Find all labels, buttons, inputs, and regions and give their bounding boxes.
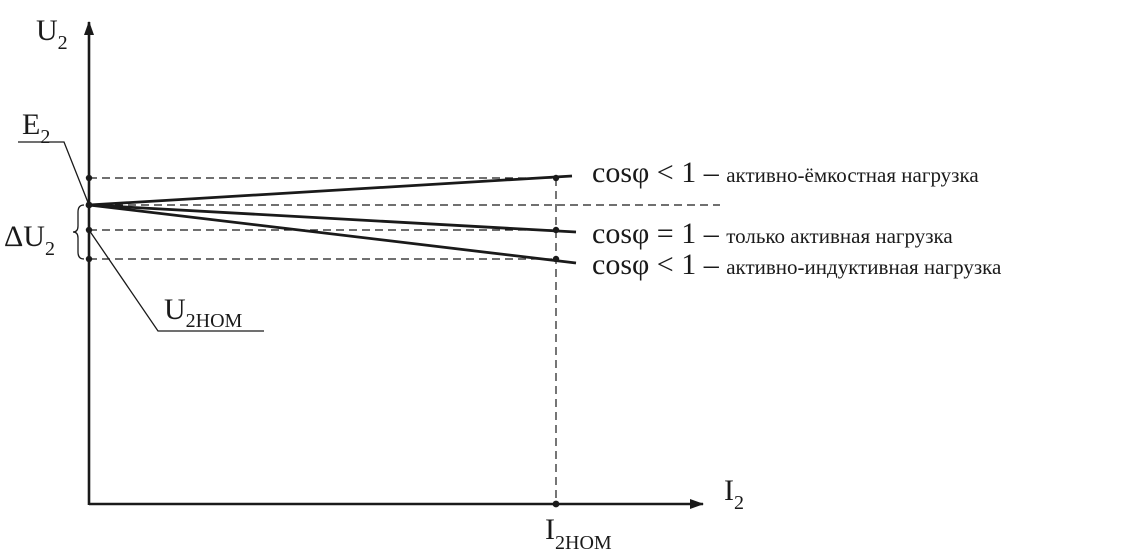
inductive-load-line — [88, 203, 577, 265]
i2nom-axis-point — [552, 500, 560, 508]
u2nom-leader — [88, 229, 264, 332]
delta-u2-brace — [72, 204, 85, 260]
e2-leader — [18, 141, 90, 206]
capacitive-end-point — [552, 174, 560, 182]
inductive-load-caption: cosφ < 1 – активно-индуктивная нагрузка — [592, 248, 1002, 281]
u2-axis-label: U2 — [36, 14, 68, 54]
i2-axis-label: I2 — [724, 474, 744, 514]
delta-u2-label: ΔU2 — [4, 220, 55, 260]
i2nom-label: I2НОМ — [545, 513, 612, 554]
inductive-end-point — [552, 255, 560, 263]
active-load-caption: cosφ = 1 – только активная нагрузка — [592, 217, 953, 250]
capacitive-axis-point — [85, 174, 93, 182]
capacitive-load-line — [88, 174, 573, 207]
active-end-point — [552, 226, 560, 234]
u2nom-label: U2НОМ — [164, 293, 243, 332]
inductive-axis-point — [85, 255, 93, 263]
e2-label: E2 — [22, 108, 50, 148]
active-load-line — [88, 203, 577, 234]
capacitive-load-caption: cosφ < 1 – активно-ёмкостная нагрузка — [592, 156, 979, 189]
